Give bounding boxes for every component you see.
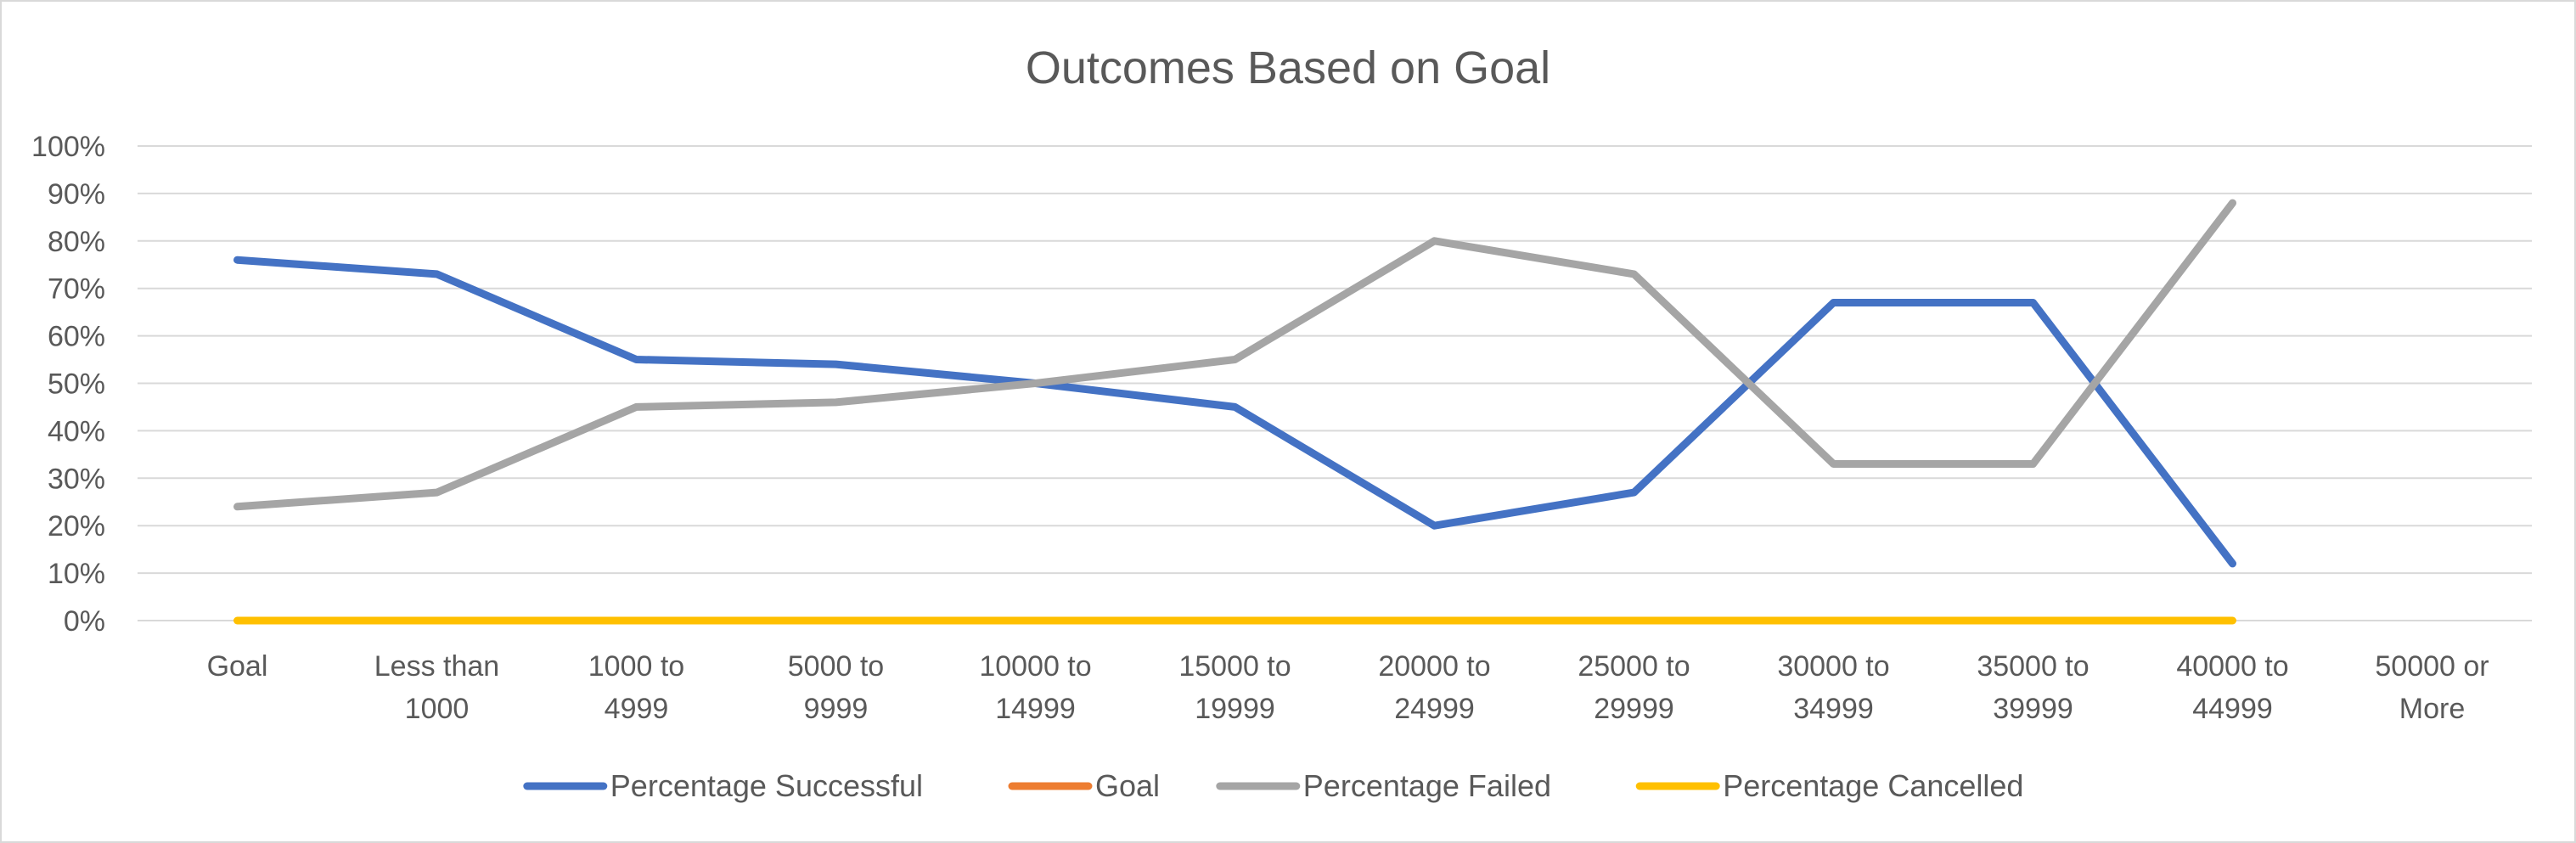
series-line [233, 256, 2236, 568]
x-tick-label: 5000 to 9999 [788, 650, 884, 725]
legend-label: Percentage Cancelled [1723, 768, 2023, 803]
legend-label: Goal [1095, 768, 1160, 803]
x-tick-label: 10000 to 14999 [979, 650, 1091, 725]
y-tick-label: 20% [48, 510, 105, 542]
y-tick-label: 80% [48, 226, 105, 258]
x-tick-label: Goal [207, 650, 268, 683]
legend-item: Percentage Failed [1216, 768, 1551, 803]
x-tick-label: 20000 to 24999 [1378, 650, 1490, 725]
series-0 [233, 256, 2236, 568]
x-tick-label: 30000 to 34999 [1777, 650, 1889, 725]
legend-item: Percentage Successful [523, 768, 923, 803]
chart-title: Outcomes Based on Goal [1026, 42, 1550, 93]
legend-item: Percentage Cancelled [1635, 768, 2023, 803]
y-tick-label: 50% [48, 368, 105, 401]
legend-label: Percentage Failed [1303, 768, 1551, 803]
x-tick-label: 25000 to 29999 [1578, 650, 1690, 725]
legend-label: Percentage Successful [610, 768, 923, 803]
y-tick-label: 0% [64, 605, 105, 638]
series-lines [233, 199, 2236, 625]
y-tick-label: 90% [48, 178, 105, 211]
y-tick-label: 30% [48, 463, 105, 495]
x-tick-label: Less than 1000 [374, 650, 499, 725]
y-tick-label: 40% [48, 415, 105, 447]
legend: Percentage Successful Goal Percentage Fail… [523, 768, 2023, 803]
series-2 [233, 199, 2236, 511]
x-tick-label: 15000 to 19999 [1178, 650, 1291, 725]
y-tick-label: 60% [48, 321, 105, 353]
x-tick-label: 40000 to 44999 [2176, 650, 2288, 725]
legend-item: Goal [1008, 768, 1160, 803]
series-line [233, 199, 2236, 511]
x-tick-label: 35000 to 39999 [1977, 650, 2089, 725]
y-tick-label: 70% [48, 273, 105, 306]
gridlines [138, 145, 2532, 621]
x-axis-tick-labels: Goal Less than 1000 1000 to 4999 5000 to 9999 1… [207, 650, 2489, 725]
x-tick-label: 1000 to 4999 [588, 650, 684, 725]
x-tick-label: 50000 or More [2375, 650, 2489, 725]
y-tick-label: 100% [31, 131, 105, 163]
y-tick-label: 10% [48, 558, 105, 590]
y-axis-tick-labels: 0% 10% 20% 30% 40% 50% 60% 70% 80% 90% 100% [31, 131, 105, 638]
